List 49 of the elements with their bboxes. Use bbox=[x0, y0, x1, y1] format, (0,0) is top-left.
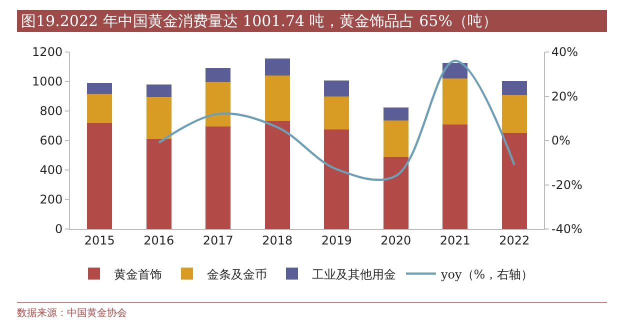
legend-label: 黄金首饰 bbox=[114, 267, 162, 282]
bar bbox=[442, 78, 468, 125]
x-tick-label: 2021 bbox=[440, 233, 470, 248]
bar bbox=[264, 58, 290, 76]
y-tick-label: 400 bbox=[40, 163, 63, 178]
bar bbox=[264, 75, 290, 122]
x-tick-label: 2017 bbox=[202, 233, 234, 248]
bar bbox=[146, 139, 172, 229]
bar bbox=[383, 120, 408, 158]
y2-tick-label: 40% bbox=[551, 45, 578, 60]
y-tick-label: 1000 bbox=[32, 74, 63, 89]
bar bbox=[146, 84, 172, 98]
bar bbox=[383, 107, 408, 121]
y-tick-label: 800 bbox=[40, 104, 63, 118]
source-note: 数据来源：中国黄金协会 bbox=[17, 302, 607, 320]
bar bbox=[442, 124, 468, 229]
bar bbox=[324, 80, 350, 96]
y2-tick-label: -40% bbox=[551, 222, 582, 236]
y2-tick-label: 20% bbox=[551, 89, 578, 104]
bar bbox=[324, 130, 350, 229]
y-tick-label: 0 bbox=[54, 222, 63, 236]
bar bbox=[146, 97, 172, 140]
bar bbox=[502, 133, 527, 229]
x-tick-label: 2022 bbox=[499, 233, 530, 248]
bar bbox=[87, 94, 112, 124]
x-tick-label: 2019 bbox=[321, 233, 352, 248]
legend-label: yoy（%，右轴） bbox=[440, 267, 534, 282]
legend-label: 工业及其他用金 bbox=[312, 267, 396, 282]
y-tick-label: 600 bbox=[40, 134, 63, 148]
y-tick-label: 1200 bbox=[32, 45, 63, 60]
y-tick-label: 200 bbox=[40, 192, 63, 207]
bar bbox=[206, 82, 231, 126]
y2-tick-label: -20% bbox=[551, 178, 582, 192]
legend-label: 金条及金币 bbox=[207, 267, 267, 282]
bar bbox=[502, 94, 527, 134]
x-tick-label: 2015 bbox=[84, 233, 115, 248]
bar bbox=[87, 82, 112, 94]
bar bbox=[87, 123, 112, 229]
bar bbox=[206, 68, 231, 82]
bar bbox=[502, 80, 527, 95]
y2-tick-label: 0% bbox=[551, 134, 570, 148]
bar bbox=[206, 126, 231, 229]
bar bbox=[383, 157, 408, 229]
bar bbox=[324, 96, 350, 130]
x-tick-label: 2018 bbox=[262, 233, 293, 248]
x-tick-label: 2016 bbox=[144, 233, 174, 248]
chart-title: 图19.2022 年中国黄金消费量达 1001.74 吨，黄金饰品占 65%（吨） bbox=[17, 10, 607, 32]
bar bbox=[264, 121, 290, 229]
x-tick-label: 2020 bbox=[380, 233, 412, 248]
